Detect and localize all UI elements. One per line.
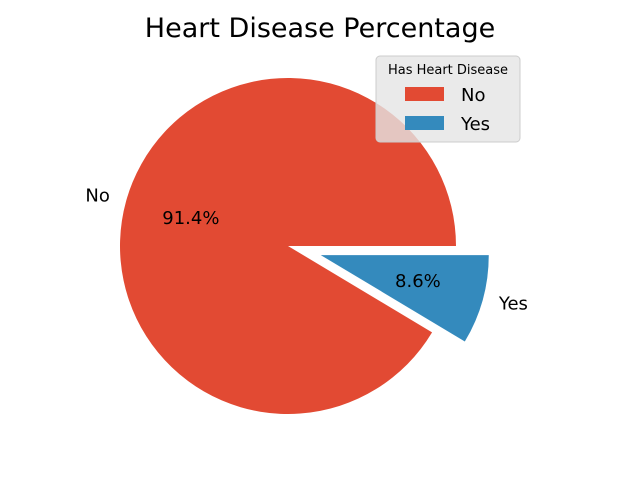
legend-swatch-yes [405,116,444,130]
legend-entry-no: No [461,85,485,106]
pie-slices [120,78,489,415]
percent-label-no: 91.4% [162,208,219,229]
pie-slice-yes [320,255,489,342]
legend: Has Heart Disease No Yes [375,55,521,143]
chart-title: Heart Disease Percentage [145,13,495,44]
legend-title: Has Heart Disease [388,63,508,78]
legend-entry-yes: Yes [460,114,490,135]
slice-label-yes: Yes [498,293,528,314]
pie-labels: No 91.4% Yes 8.6% [85,186,528,315]
slice-label-no: No [85,186,109,207]
percent-label-yes: 8.6% [395,271,441,292]
pie-slice-no [120,78,456,415]
legend-swatch-no [405,87,444,101]
